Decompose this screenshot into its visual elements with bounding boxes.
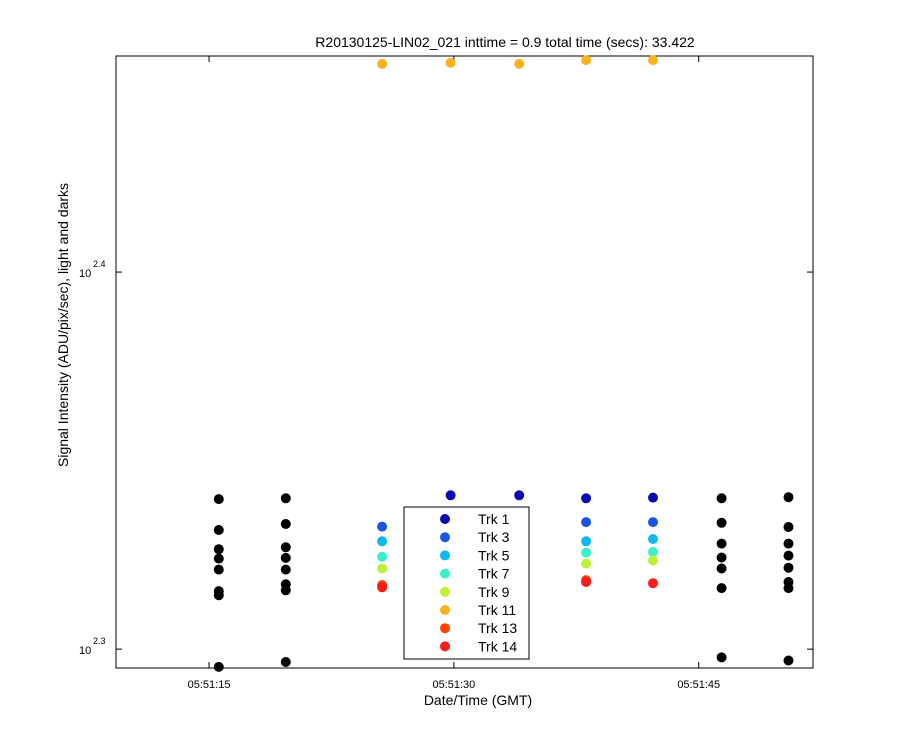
data-point-dark bbox=[213, 590, 224, 601]
legend-label: Trk 3 bbox=[478, 529, 510, 545]
data-point-trk-3 bbox=[648, 517, 658, 528]
legend-marker bbox=[440, 605, 450, 615]
data-point-trk-14 bbox=[581, 577, 592, 587]
data-point-trk-5 bbox=[377, 536, 388, 547]
legend-label: Trk 13 bbox=[478, 620, 517, 636]
legend-marker bbox=[440, 550, 450, 561]
data-point-dark bbox=[716, 552, 727, 563]
data-point-dark bbox=[716, 493, 727, 504]
data-point-trk-7 bbox=[581, 547, 592, 558]
legend-marker bbox=[440, 532, 450, 543]
data-point-dark bbox=[213, 544, 224, 555]
data-point-trk-1 bbox=[581, 493, 592, 504]
data-point-trk-11 bbox=[581, 55, 592, 66]
data-point-trk-7 bbox=[377, 551, 388, 562]
data-point-trk-3 bbox=[377, 521, 388, 532]
data-point-dark bbox=[280, 542, 291, 553]
y-tick-label-exponent: 2.4 bbox=[93, 259, 106, 269]
data-point-dark bbox=[280, 657, 291, 667]
data-point-dark bbox=[213, 553, 224, 564]
x-axis-label: Date/Time (GMT) bbox=[424, 692, 532, 708]
chart-title: R20130125-LIN02_021 inttime = 0.9 total … bbox=[315, 34, 695, 50]
data-point-trk-1 bbox=[648, 492, 658, 503]
data-points bbox=[213, 55, 794, 672]
legend-label: Trk 9 bbox=[478, 584, 510, 600]
legend-marker bbox=[440, 641, 450, 652]
legend-label: Trk 11 bbox=[478, 602, 516, 618]
data-point-dark bbox=[716, 538, 727, 549]
y-tick-label-base: 10 bbox=[79, 645, 91, 657]
legend-box bbox=[403, 506, 530, 660]
data-point-trk-9 bbox=[581, 558, 592, 569]
data-point-dark bbox=[716, 563, 727, 574]
data-point-dark bbox=[280, 519, 291, 529]
data-point-dark bbox=[280, 564, 291, 575]
data-point-dark bbox=[783, 492, 794, 503]
data-point-dark bbox=[280, 552, 291, 563]
y-tick-label-exponent: 2.3 bbox=[93, 636, 106, 646]
legend-label: Trk 14 bbox=[478, 638, 517, 654]
legend-marker bbox=[440, 623, 450, 634]
data-point-dark bbox=[783, 655, 794, 666]
x-tick-label: 05:51:45 bbox=[677, 679, 720, 691]
legend-label: Trk 1 bbox=[478, 511, 510, 527]
data-point-dark bbox=[213, 494, 224, 505]
data-point-trk-9 bbox=[648, 555, 658, 566]
x-tick-label: 05:51:15 bbox=[188, 679, 231, 691]
data-point-dark bbox=[213, 525, 224, 535]
y-axis-label: Signal Intensity (ADU/pix/sec), light an… bbox=[55, 183, 71, 467]
data-point-trk-11 bbox=[648, 55, 658, 66]
data-point-trk-5 bbox=[581, 536, 592, 547]
data-point-trk-9 bbox=[377, 563, 388, 574]
data-point-trk-14 bbox=[377, 582, 388, 593]
legend-marker bbox=[440, 586, 450, 597]
data-point-dark bbox=[716, 652, 727, 663]
data-point-trk-7 bbox=[648, 546, 658, 557]
x-tick-label: 05:51:30 bbox=[432, 679, 475, 691]
data-point-dark bbox=[783, 550, 794, 561]
data-point-trk-1 bbox=[514, 490, 525, 501]
data-point-dark bbox=[783, 583, 794, 594]
legend: Trk 1 Trk 3 Trk 5 Trk 7 Trk 9 Trk 11 Trk 13 Trk… bbox=[403, 506, 530, 660]
data-point-trk-14 bbox=[648, 578, 658, 589]
legend-marker bbox=[440, 514, 450, 524]
data-point-dark bbox=[783, 538, 794, 549]
data-point-dark bbox=[280, 585, 291, 596]
data-point-dark bbox=[783, 562, 794, 573]
legend-label: Trk 7 bbox=[478, 566, 510, 582]
data-point-trk-1 bbox=[445, 490, 456, 501]
data-point-dark bbox=[783, 522, 794, 532]
data-point-dark bbox=[280, 493, 291, 504]
data-point-trk-3 bbox=[581, 517, 592, 528]
data-point-dark bbox=[716, 583, 727, 594]
y-tick-label-base: 10 bbox=[79, 268, 91, 280]
data-point-dark bbox=[716, 517, 727, 528]
data-point-trk-11 bbox=[445, 57, 456, 68]
legend-marker bbox=[440, 568, 450, 579]
data-point-trk-11 bbox=[514, 58, 525, 69]
data-point-dark bbox=[213, 564, 224, 575]
data-point-trk-5 bbox=[648, 534, 658, 544]
data-point-trk-11 bbox=[377, 58, 388, 69]
legend-label: Trk 5 bbox=[478, 547, 510, 563]
data-point-dark bbox=[213, 661, 224, 672]
